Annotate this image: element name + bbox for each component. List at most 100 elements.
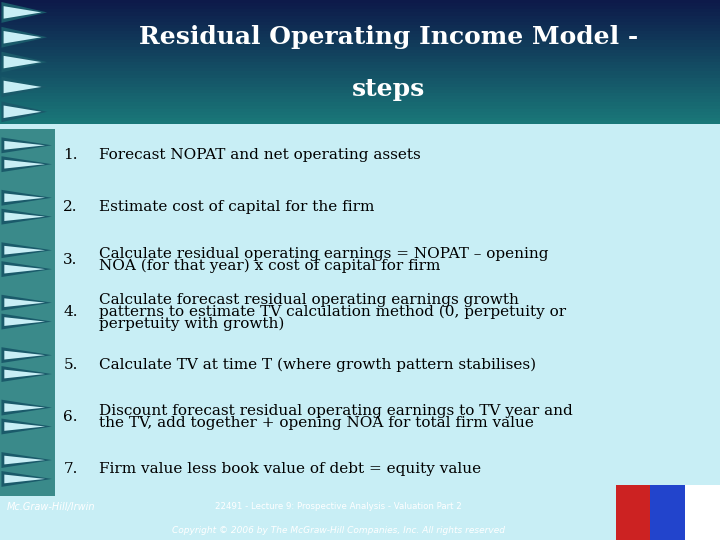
- Polygon shape: [4, 56, 42, 69]
- Polygon shape: [4, 456, 45, 464]
- Bar: [0, 68, 720, 71]
- Polygon shape: [4, 160, 45, 168]
- Polygon shape: [1, 209, 52, 225]
- Text: steps: steps: [352, 77, 426, 102]
- Text: 2.: 2.: [63, 200, 78, 214]
- Polygon shape: [1, 261, 52, 277]
- Text: Mc.Graw-Hill/Irwin: Mc.Graw-Hill/Irwin: [7, 502, 96, 512]
- Polygon shape: [1, 295, 52, 310]
- Polygon shape: [4, 422, 45, 431]
- Bar: [650, 485, 685, 540]
- Bar: [0, 16, 720, 18]
- Polygon shape: [4, 246, 45, 254]
- Text: 4.: 4.: [63, 305, 78, 319]
- Bar: [0, 62, 720, 65]
- Bar: [685, 485, 720, 540]
- Polygon shape: [4, 370, 45, 379]
- Polygon shape: [1, 314, 52, 329]
- Bar: [0, 34, 720, 37]
- Bar: [0, 99, 720, 103]
- Text: Calculate forecast residual operating earnings growth: Calculate forecast residual operating ea…: [99, 293, 519, 307]
- Polygon shape: [1, 77, 47, 97]
- Polygon shape: [4, 31, 42, 44]
- Bar: [0, 87, 720, 90]
- Polygon shape: [4, 475, 45, 483]
- Text: Calculate residual operating earnings = NOPAT – opening: Calculate residual operating earnings = …: [99, 247, 549, 261]
- Polygon shape: [1, 137, 52, 153]
- Polygon shape: [4, 212, 45, 221]
- Bar: [0, 31, 720, 34]
- Bar: [0, 18, 720, 22]
- Text: 6.: 6.: [63, 410, 78, 424]
- Polygon shape: [4, 351, 45, 360]
- Bar: [0, 109, 720, 112]
- Text: the TV, add together + opening NOA for total firm value: the TV, add together + opening NOA for t…: [99, 416, 534, 430]
- Polygon shape: [4, 105, 42, 118]
- Bar: [0, 112, 720, 115]
- Polygon shape: [1, 452, 52, 468]
- Bar: [0, 75, 720, 78]
- Bar: [0, 12, 720, 16]
- Polygon shape: [1, 102, 47, 122]
- Text: Estimate cost of capital for the firm: Estimate cost of capital for the firm: [99, 200, 374, 214]
- Text: Residual Operating Income Model -: Residual Operating Income Model -: [139, 25, 639, 49]
- Polygon shape: [1, 190, 52, 206]
- Polygon shape: [1, 156, 52, 172]
- Polygon shape: [4, 193, 45, 202]
- Bar: [0, 3, 720, 6]
- Polygon shape: [4, 403, 45, 412]
- Bar: [0, 121, 720, 124]
- Bar: [0, 50, 720, 53]
- Bar: [616, 485, 650, 540]
- Bar: [0, 9, 720, 12]
- Polygon shape: [1, 347, 52, 363]
- Bar: [0, 25, 720, 28]
- Bar: [0, 22, 720, 25]
- Bar: [0, 96, 720, 99]
- Bar: [0, 115, 720, 118]
- Polygon shape: [1, 27, 47, 48]
- Text: Calculate TV at time T (where growth pattern stabilises): Calculate TV at time T (where growth pat…: [99, 357, 536, 372]
- Bar: [0, 118, 720, 121]
- Polygon shape: [1, 366, 52, 382]
- Text: 5.: 5.: [63, 357, 78, 372]
- Polygon shape: [4, 80, 42, 93]
- Polygon shape: [4, 317, 45, 326]
- Bar: [0, 78, 720, 80]
- Bar: [0, 6, 720, 9]
- Bar: [0, 129, 55, 496]
- Polygon shape: [4, 141, 45, 150]
- Text: NOA (for that year) x cost of capital for firm: NOA (for that year) x cost of capital fo…: [99, 258, 441, 273]
- Text: Copyright © 2006 by The McGraw-Hill Companies, Inc. All rights reserved: Copyright © 2006 by The McGraw-Hill Comp…: [172, 526, 505, 535]
- Text: Forecast NOPAT and net operating assets: Forecast NOPAT and net operating assets: [99, 148, 421, 162]
- Text: Discount forecast residual operating earnings to TV year and: Discount forecast residual operating ear…: [99, 404, 573, 418]
- Bar: [0, 37, 720, 40]
- Polygon shape: [4, 298, 45, 307]
- Bar: [0, 40, 720, 44]
- Bar: [0, 59, 720, 62]
- Bar: [0, 46, 720, 50]
- Polygon shape: [1, 2, 47, 23]
- Bar: [0, 84, 720, 87]
- Polygon shape: [1, 418, 52, 434]
- Text: 3.: 3.: [63, 253, 78, 267]
- Text: 130: 130: [672, 502, 691, 512]
- Polygon shape: [4, 6, 42, 19]
- Bar: [0, 43, 720, 46]
- Bar: [0, 65, 720, 68]
- Bar: [0, 80, 720, 84]
- Polygon shape: [1, 52, 47, 72]
- Bar: [0, 28, 720, 31]
- Bar: [0, 106, 720, 109]
- Text: Firm value less book value of debt = equity value: Firm value less book value of debt = equ…: [99, 462, 482, 476]
- Bar: [0, 71, 720, 75]
- Text: 1.: 1.: [63, 148, 78, 162]
- Polygon shape: [1, 400, 52, 415]
- Text: perpetuity with growth): perpetuity with growth): [99, 316, 284, 331]
- Polygon shape: [1, 242, 52, 258]
- Text: patterns to estimate TV calculation method (0, perpetuity or: patterns to estimate TV calculation meth…: [99, 305, 567, 319]
- Bar: [0, 53, 720, 56]
- Bar: [0, 93, 720, 96]
- Polygon shape: [4, 265, 45, 273]
- Polygon shape: [1, 471, 52, 487]
